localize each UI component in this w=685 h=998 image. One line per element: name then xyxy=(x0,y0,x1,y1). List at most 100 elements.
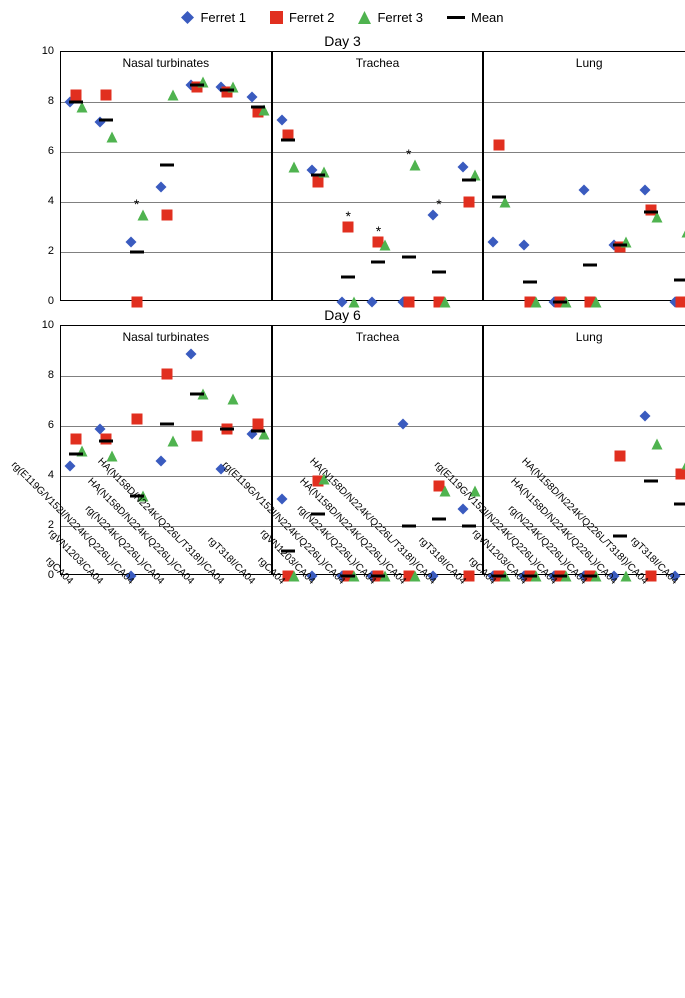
mean-bar xyxy=(69,101,83,104)
point-ferret2 xyxy=(101,89,112,100)
ferret1-icon xyxy=(181,11,194,24)
point-ferret1 xyxy=(639,184,650,195)
point-ferret3 xyxy=(228,393,239,404)
mean-bar xyxy=(99,440,113,443)
point-ferret1 xyxy=(125,237,136,248)
point-ferret2 xyxy=(494,139,505,150)
legend-label-ferret1: Ferret 1 xyxy=(200,10,246,25)
point-ferret1 xyxy=(458,162,469,173)
point-ferret1 xyxy=(337,297,348,308)
mean-bar xyxy=(341,276,355,279)
point-ferret1 xyxy=(155,456,166,467)
gridline xyxy=(273,202,483,203)
point-ferret2 xyxy=(71,89,82,100)
point-ferret2 xyxy=(403,297,414,308)
point-ferret2 xyxy=(71,433,82,444)
mean-bar xyxy=(402,256,416,259)
y-tick: 0 xyxy=(30,295,54,307)
subplot-1: Trachea**** xyxy=(272,51,484,301)
point-ferret3 xyxy=(107,451,118,462)
y-tick: 4 xyxy=(30,195,54,207)
y-tick: 6 xyxy=(30,145,54,157)
point-ferret2 xyxy=(615,451,626,462)
point-ferret2 xyxy=(131,413,142,424)
point-ferret2 xyxy=(131,297,142,308)
gridline xyxy=(484,102,685,103)
mean-bar xyxy=(251,430,265,433)
mean-bar xyxy=(644,211,658,214)
mean-bar xyxy=(160,163,174,166)
gridline xyxy=(273,426,483,427)
point-ferret3 xyxy=(440,297,451,308)
point-ferret1 xyxy=(579,184,590,195)
gridline xyxy=(61,102,271,103)
mean-bar xyxy=(371,261,385,264)
subplot-label: Trachea xyxy=(273,56,483,70)
mean-bar xyxy=(644,480,658,483)
legend-label-mean: Mean xyxy=(471,10,504,25)
mean-bar xyxy=(462,178,476,181)
subplot-2: Lung xyxy=(483,51,685,301)
point-ferret1 xyxy=(186,348,197,359)
panel-plot-area: Virus titre log₁₀(p.f.u. g⁻¹)0246810Nasa… xyxy=(60,51,685,301)
y-tick: 8 xyxy=(30,95,54,107)
point-ferret3 xyxy=(681,458,685,469)
point-ferret3 xyxy=(349,297,360,308)
gridline xyxy=(273,252,483,253)
point-ferret2 xyxy=(161,368,172,379)
ferret3-icon xyxy=(358,11,371,24)
point-ferret2 xyxy=(675,297,685,308)
mean-bar xyxy=(190,392,204,395)
mean-bar xyxy=(613,243,627,246)
point-ferret2 xyxy=(192,431,203,442)
gridline xyxy=(61,202,271,203)
point-ferret1 xyxy=(276,114,287,125)
point-ferret3 xyxy=(379,239,390,250)
gridline xyxy=(61,152,271,153)
y-tick: 10 xyxy=(30,319,54,331)
point-ferret3 xyxy=(530,297,541,308)
mean-bar xyxy=(160,422,174,425)
point-ferret3 xyxy=(591,297,602,308)
subplot-label: Lung xyxy=(484,330,685,344)
point-ferret3 xyxy=(167,89,178,100)
y-tick: 8 xyxy=(30,369,54,381)
mean-bar xyxy=(432,271,446,274)
y-tick: 2 xyxy=(30,245,54,257)
gridline xyxy=(273,102,483,103)
legend-item-ferret3: Ferret 3 xyxy=(358,10,423,25)
figure-root: Ferret 1Ferret 2Ferret 3Mean Day 3Virus … xyxy=(10,10,675,839)
point-ferret1 xyxy=(367,297,378,308)
point-ferret3 xyxy=(107,132,118,143)
significance-star: * xyxy=(376,224,381,238)
mean-bar xyxy=(281,138,295,141)
mean-bar xyxy=(311,173,325,176)
mean-bar xyxy=(130,251,144,254)
subplot-label: Trachea xyxy=(273,330,483,344)
point-ferret1 xyxy=(397,418,408,429)
legend-label-ferret3: Ferret 3 xyxy=(377,10,423,25)
gridline xyxy=(484,202,685,203)
gridline xyxy=(273,152,483,153)
panel-title: Day 6 xyxy=(10,307,675,323)
panel-0: Day 3Virus titre log₁₀(p.f.u. g⁻¹)024681… xyxy=(10,33,675,301)
point-ferret3 xyxy=(288,162,299,173)
mean-bar xyxy=(523,281,537,284)
legend-item-ferret2: Ferret 2 xyxy=(270,10,335,25)
point-ferret1 xyxy=(639,411,650,422)
point-ferret2 xyxy=(161,209,172,220)
point-ferret1 xyxy=(276,493,287,504)
point-ferret3 xyxy=(681,227,685,238)
y-tick: 6 xyxy=(30,419,54,431)
mean-bar xyxy=(674,502,685,505)
significance-star: * xyxy=(406,147,411,161)
mean-bar xyxy=(220,427,234,430)
point-ferret1 xyxy=(65,461,76,472)
point-ferret2 xyxy=(313,177,324,188)
significance-star: * xyxy=(346,209,351,223)
mean-bar xyxy=(674,278,685,281)
point-ferret2 xyxy=(464,197,475,208)
subplot-label: Nasal turbinates xyxy=(61,330,271,344)
y-tick: 10 xyxy=(30,45,54,57)
mean-bar xyxy=(190,83,204,86)
